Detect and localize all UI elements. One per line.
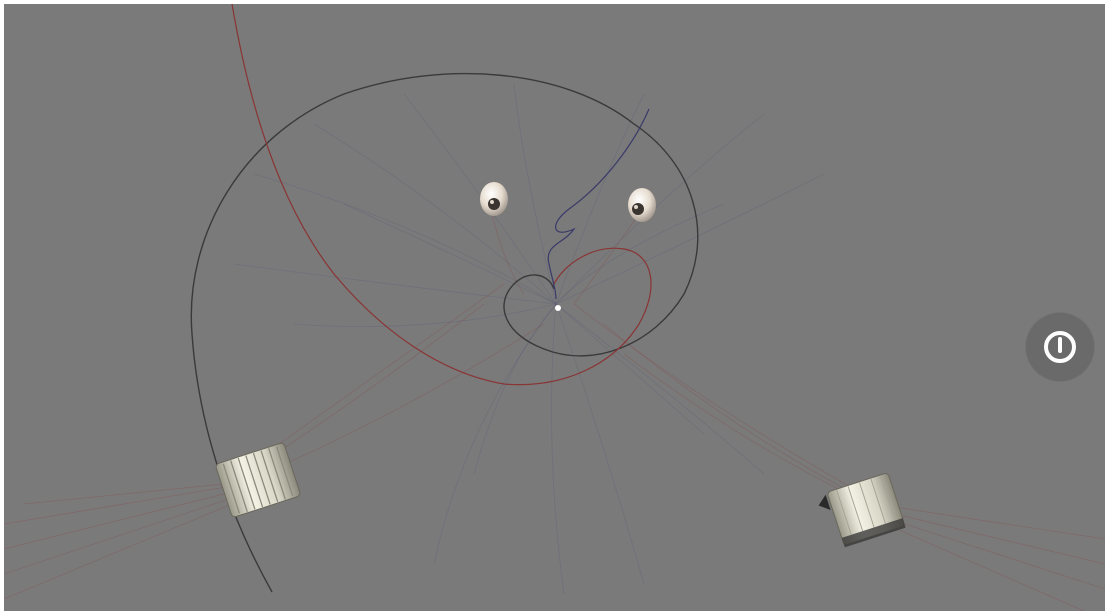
field-lines-blue bbox=[233, 83, 825, 595]
center-particle bbox=[555, 305, 561, 311]
sphere-magnet-left[interactable] bbox=[480, 182, 508, 216]
power-button[interactable] bbox=[1026, 313, 1094, 381]
trajectory-blue bbox=[547, 108, 650, 300]
trajectory-dark bbox=[190, 72, 699, 593]
field-lines-red bbox=[4, 213, 1105, 611]
coil-magnet-right[interactable] bbox=[816, 472, 906, 551]
coil-magnet-left[interactable] bbox=[215, 442, 301, 518]
power-icon bbox=[1044, 331, 1076, 363]
trajectory-red bbox=[231, 4, 652, 386]
game-viewport[interactable] bbox=[4, 4, 1105, 611]
sphere-magnet-right[interactable] bbox=[628, 188, 656, 222]
physics-scene[interactable] bbox=[4, 4, 1105, 611]
